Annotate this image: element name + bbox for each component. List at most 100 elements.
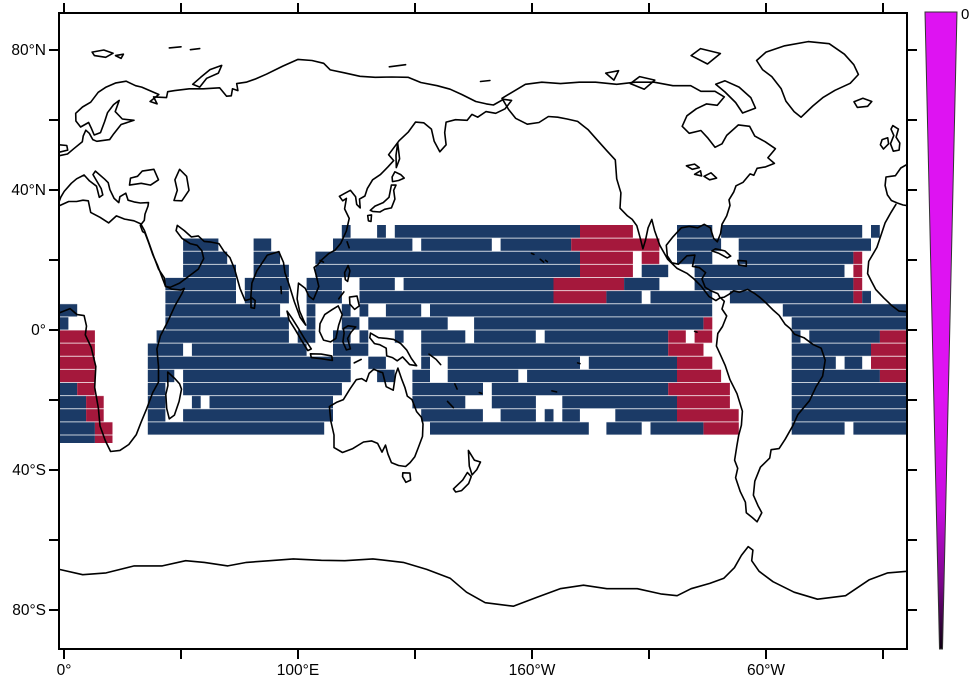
- data-cell-run-blue: [412, 395, 466, 409]
- coastline-society-is: [551, 390, 558, 393]
- data-cell-run-blue: [421, 408, 483, 422]
- data-cell-run-blue: [183, 382, 342, 396]
- data-cell-run-blue: [147, 343, 184, 357]
- data-cell-run-blue: [333, 238, 413, 252]
- data-cell-run-blue: [191, 343, 307, 357]
- data-cell-run-blue: [147, 408, 166, 422]
- data-cell-run-blue: [694, 277, 854, 291]
- coastline-new-guinea: [369, 332, 418, 367]
- data-cell-run-blue: [156, 330, 289, 344]
- data-cell-run-blue: [650, 421, 704, 436]
- data-cell-run-blue: [791, 330, 801, 344]
- coastline-black-sea: [128, 168, 160, 186]
- data-cell-run-blue: [791, 369, 880, 383]
- data-cell-run-blue: [606, 421, 642, 436]
- coastline-galapagos: [693, 330, 698, 333]
- data-cell-run-blue: [394, 225, 580, 239]
- coastline-ellesmere: [690, 47, 722, 65]
- coastline-wrangel: [479, 79, 491, 83]
- data-cell-run-blue: [677, 238, 722, 252]
- coastline-fiji: [478, 391, 483, 395]
- coastline-africa: [59, 199, 186, 453]
- data-cell-run-red: [86, 408, 104, 422]
- data-cell-run-blue: [421, 356, 430, 370]
- x-tick-label: 60°W: [747, 662, 785, 679]
- data-cell-run-blue: [544, 330, 669, 344]
- coastline-north-america: [501, 81, 777, 302]
- data-cell-run-blue: [183, 369, 351, 383]
- data-cell-run-red: [668, 382, 730, 396]
- data-cell-run-blue: [791, 343, 872, 357]
- coastline-new-zealand-south: [452, 471, 472, 493]
- data-cell-run-blue: [59, 316, 69, 331]
- data-cell-run-blue: [315, 264, 580, 278]
- coastline-kyushu: [366, 214, 373, 223]
- coastline-hainan: [319, 259, 325, 263]
- data-cell-run-blue: [165, 303, 281, 317]
- coastline-baffin: [714, 80, 757, 114]
- data-cell-run-blue: [306, 277, 342, 291]
- data-cell-run-blue: [606, 290, 642, 304]
- coastline-svalbard-east: [114, 53, 125, 60]
- data-cell-run-blue: [871, 225, 880, 239]
- colorbar: 0: [924, 6, 969, 650]
- coastline-madagascar: [165, 371, 183, 420]
- data-cell-run-blue: [694, 264, 845, 278]
- data-cell-run-blue: [394, 330, 404, 344]
- data-cell-run-red: [853, 290, 863, 304]
- coastline-nw-africa-coast: [866, 203, 907, 313]
- data-cell-run-red: [879, 369, 907, 383]
- data-cell-run-blue: [844, 356, 863, 370]
- coastline-greenland: [755, 40, 860, 118]
- data-cell-run-blue: [359, 330, 369, 344]
- data-cell-run-blue: [527, 369, 677, 383]
- data-cell-run-blue: [191, 395, 201, 409]
- data-cell-run-red: [871, 356, 907, 370]
- data-cell-run-blue: [385, 303, 422, 317]
- data-cell-run-blue: [306, 303, 316, 317]
- y-tick-label: 80°S: [12, 602, 46, 619]
- data-cell-run-blue: [333, 343, 369, 357]
- y-tick-label: 40°S: [12, 462, 46, 479]
- data-cell-run-blue: [253, 264, 289, 278]
- coastline-novaya-zemlya: [191, 64, 223, 88]
- data-cell-run-blue: [315, 251, 580, 265]
- data-cell-run-blue: [500, 408, 536, 422]
- data-cell-run-blue: [59, 408, 87, 422]
- data-cell-run-blue: [59, 421, 95, 436]
- coastline-franz-josef-2: [189, 47, 201, 51]
- data-cell-run-red: [580, 225, 633, 239]
- data-cell-run-blue: [359, 290, 554, 304]
- data-cell-run-red: [77, 382, 95, 396]
- data-cell-run-blue: [147, 369, 175, 383]
- coastline-lake-michigan: [693, 170, 703, 177]
- coastline-great-lakes-east: [703, 172, 718, 181]
- data-cell-run-blue: [624, 277, 660, 291]
- coastline-south-america: [715, 288, 826, 523]
- coastline-great-lakes-west: [685, 163, 701, 171]
- data-cell-run-blue: [59, 395, 87, 409]
- coastline-hokkaido: [391, 171, 405, 183]
- data-cell-run-blue: [500, 238, 572, 252]
- data-cell-run-blue: [403, 277, 554, 291]
- data-cell-run-blue: [59, 382, 78, 396]
- coastline-banks-island: [604, 69, 620, 81]
- coastline-hawaii: [539, 258, 545, 263]
- x-tick-label: 100°E: [277, 662, 319, 679]
- data-cell-run-blue: [809, 330, 880, 344]
- axis-layer: 0° 100°E 160°W 60°W 80°N 40°N 0° 40°S 80°S: [11, 3, 917, 679]
- data-cell-run-red: [59, 369, 95, 383]
- data-cell-run-blue: [359, 277, 395, 291]
- coastline-layer: [59, 40, 907, 607]
- data-cell-run-blue: [447, 356, 580, 370]
- data-cell-run-blue: [738, 251, 854, 265]
- data-cell-run-blue: [59, 435, 95, 443]
- data-cell-run-red: [871, 343, 907, 357]
- coastline-cuba: [711, 248, 732, 259]
- data-cell-run-blue: [209, 395, 333, 409]
- data-cell-run-blue: [791, 382, 907, 396]
- data-cell-run-blue: [183, 264, 236, 278]
- data-cell-run-red: [703, 316, 713, 331]
- data-cell-run-blue: [183, 408, 333, 422]
- coastline-hispaniola: [737, 259, 748, 268]
